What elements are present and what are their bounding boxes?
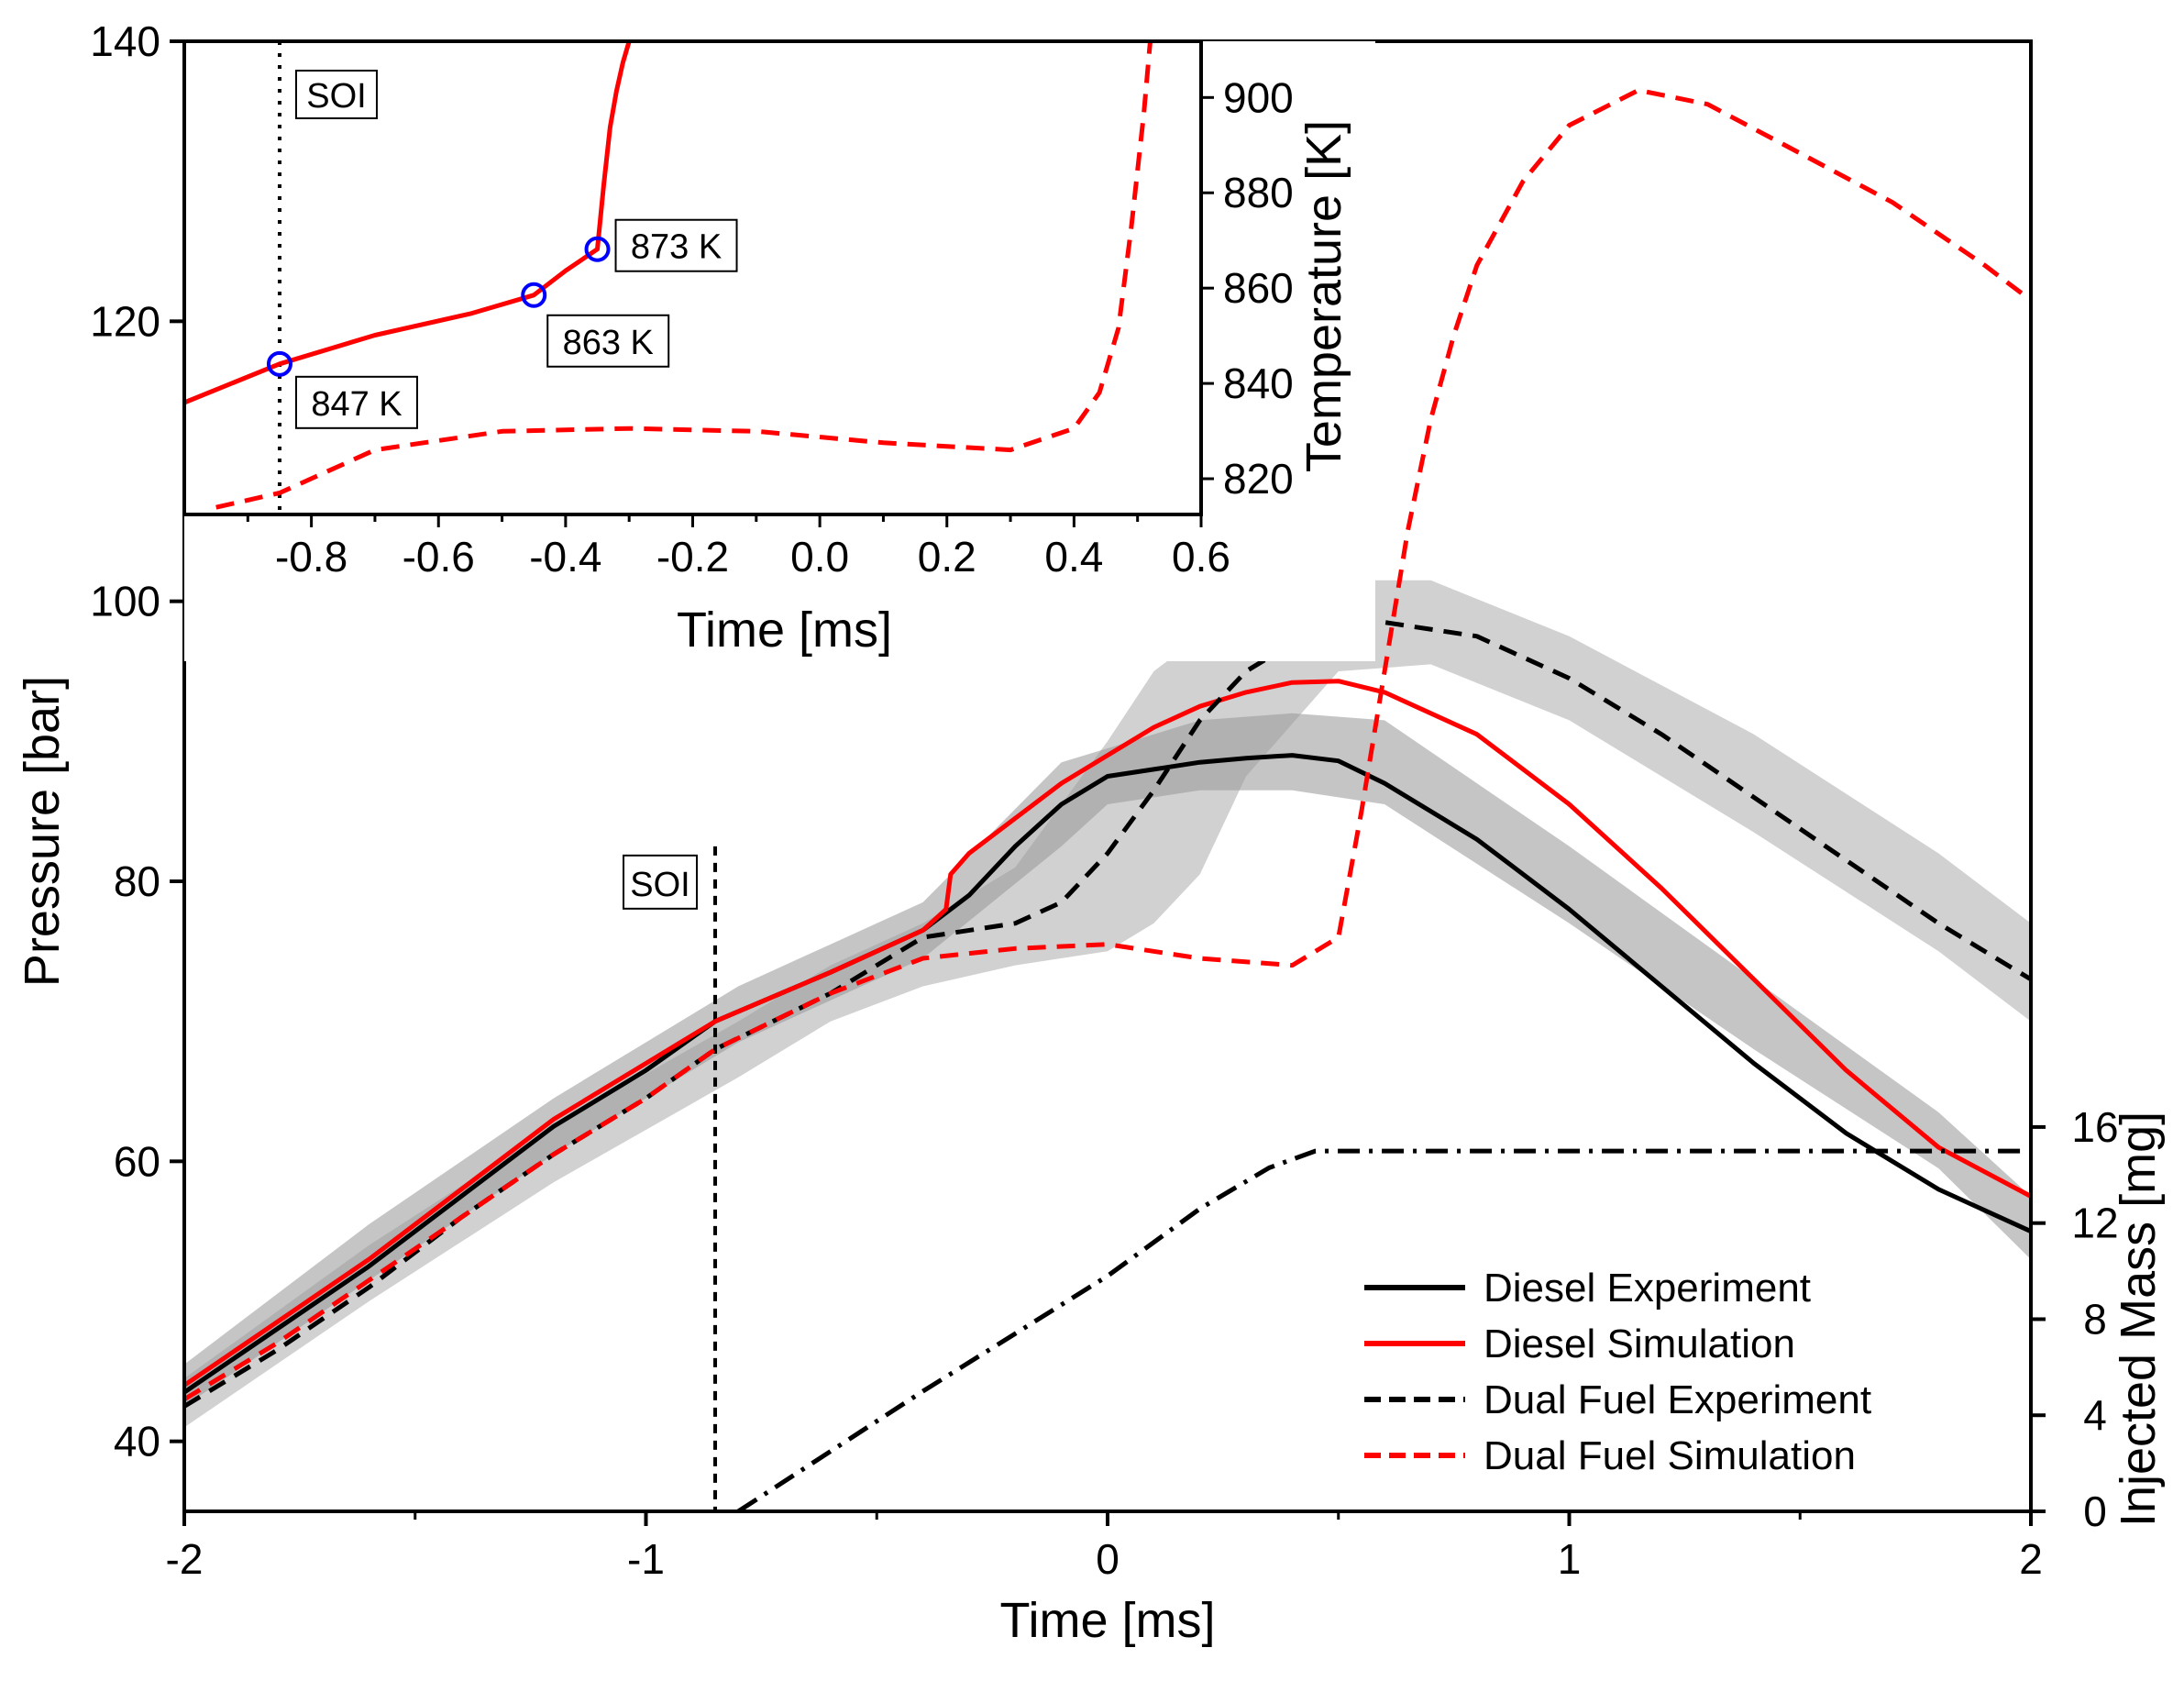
y2-tick-label: 16 — [2071, 1103, 2118, 1151]
inset-y-axis-label: Temperature [K] — [1296, 120, 1351, 472]
main-series-lines — [182, 87, 2033, 1514]
x-tick-label: 1 — [1558, 1535, 1582, 1583]
inset-x-tick-label: 0.2 — [918, 533, 976, 581]
inset-x-tick-label: -0.4 — [529, 533, 601, 581]
main-x-axis-label: Time [ms] — [1000, 1593, 1216, 1648]
temperature-label-box — [294, 375, 418, 429]
soi-label: SOI — [630, 866, 689, 904]
y-tick-label: 120 — [90, 297, 160, 345]
inset-series-lines — [184, 41, 1153, 510]
temperature-label-box — [546, 314, 670, 368]
y-tick-label: 100 — [90, 578, 160, 625]
x-tick-label: -2 — [166, 1535, 204, 1583]
legend-label: Diesel Experiment — [1484, 1266, 1811, 1311]
inset-y2-tick-label: 860 — [1223, 264, 1294, 312]
legend: Diesel Experiment Diesel Simulation Dual F… — [1364, 1266, 1871, 1478]
inset-soi-label-box — [294, 70, 378, 119]
inset-x-tick-label: -0.6 — [403, 533, 475, 581]
legend-label: Dual Fuel Experiment — [1484, 1377, 1871, 1422]
legend-label: Diesel Simulation — [1484, 1322, 1795, 1366]
series-line — [182, 87, 2033, 1402]
main-y-axis-label: Pressure [bar] — [15, 676, 70, 987]
x-tick-label: 0 — [1096, 1535, 1120, 1583]
inset-y2-tick-label: 820 — [1223, 455, 1294, 503]
temperature-label: 847 K — [311, 385, 402, 424]
inset-background — [184, 41, 1375, 661]
inset-y2-tick-label: 880 — [1223, 169, 1294, 216]
inset-x-axis-label: Time [ms] — [677, 603, 892, 658]
uncertainty-band — [184, 713, 2031, 1407]
uncertainty-band — [184, 580, 2031, 1428]
temperature-inset: SOI 847 K 863 K 873 K -0.8 -0.6 -0.4 -0.2 0.0 0… — [182, 39, 1375, 661]
y-tick-label: 60 — [114, 1137, 160, 1185]
y-tick-label: 40 — [114, 1418, 160, 1465]
temperature-label: 863 K — [563, 324, 654, 362]
y-tick-label: 140 — [90, 17, 160, 65]
x-tick-label: -1 — [627, 1535, 665, 1583]
y2-tick-label: 8 — [2083, 1295, 2107, 1343]
inset-x-tick-label: 0.4 — [1044, 533, 1103, 581]
series-line — [182, 679, 2033, 1388]
temperature-marker — [266, 350, 292, 377]
inset-series-line — [215, 41, 1153, 510]
temperature-label: 873 K — [631, 228, 722, 267]
inset-y2-tick-label: 840 — [1223, 359, 1294, 407]
inset-x-tick-label: -0.2 — [656, 533, 729, 581]
y2-tick-label: 0 — [2083, 1487, 2107, 1535]
temperature-marker — [521, 282, 547, 308]
inset-soi-label: SOI — [306, 77, 366, 116]
series-line — [736, 1148, 2031, 1514]
inset-temperature-markers: 847 K 863 K 873 K — [266, 218, 738, 429]
y2-tick-label: 4 — [2083, 1391, 2107, 1439]
y2-tick-label: 12 — [2071, 1200, 2118, 1247]
inset-soi-marker: SOI — [277, 41, 378, 514]
legend-label: Dual Fuel Simulation — [1484, 1433, 1856, 1478]
x-tick-label: 2 — [2019, 1535, 2043, 1583]
inset-x-tick-label: -0.8 — [275, 533, 347, 581]
series-line — [182, 753, 2033, 1395]
soi-label-box — [623, 854, 699, 910]
inset-y2-tick-label: 900 — [1223, 73, 1294, 121]
inset-x-tick-label: 0.0 — [790, 533, 849, 581]
inset-axes: -0.8 -0.6 -0.4 -0.2 0.0 0.2 0.4 0.6 820 840 860 880… — [182, 39, 1294, 581]
y-tick-label: 80 — [114, 857, 160, 905]
main-soi-marker: SOI — [623, 846, 718, 1511]
temperature-label-box — [614, 218, 738, 272]
uncertainty-bands — [184, 580, 2031, 1428]
inset-x-tick-label: 0.6 — [1172, 533, 1230, 581]
inset-series-line — [184, 41, 632, 405]
main-y2-axis-label: Injected Mass [mg] — [2111, 1111, 2166, 1527]
temperature-marker — [584, 236, 611, 262]
